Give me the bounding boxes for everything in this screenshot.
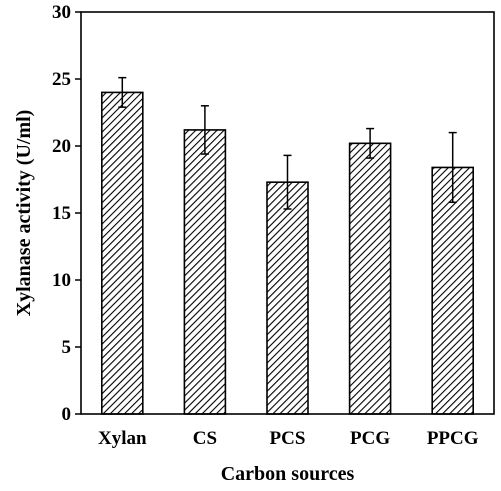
error-bar-ppcg — [448, 131, 457, 204]
y-tick-label: 5 — [62, 337, 72, 358]
error-bar-xylan — [118, 76, 127, 108]
bar-cs — [183, 129, 227, 415]
y-tick-label: 0 — [62, 404, 72, 425]
bar-xylan — [101, 91, 144, 415]
y-tick-label: 30 — [52, 2, 71, 23]
y-tick-label: 25 — [52, 69, 71, 90]
plot-area — [80, 11, 495, 415]
x-tick-label-xylan: Xylan — [98, 428, 147, 449]
x-tick-label-cs: CS — [193, 428, 217, 449]
error-bar-pcs — [283, 154, 292, 210]
bar-ppcg — [431, 166, 475, 415]
x-tick-label-ppcg: PPCG — [427, 428, 479, 449]
bar-pcg — [348, 142, 392, 415]
error-bar-cs — [200, 105, 209, 155]
y-tick-label: 15 — [52, 203, 71, 224]
error-bar-pcg — [366, 127, 375, 159]
x-axis-title: Carbon sources — [221, 463, 355, 485]
bar-pcs — [266, 181, 309, 415]
x-axis-ticks: Xylan CS PCS PCG PPCG — [98, 428, 479, 449]
y-axis-ticks: 0 5 10 15 20 25 30 — [52, 2, 81, 425]
x-tick-label-pcs: PCS — [270, 428, 306, 449]
x-tick-label-pcg: PCG — [350, 428, 390, 449]
y-tick-label: 10 — [52, 270, 71, 291]
y-axis-title: Xylanase activity (U/ml) — [13, 110, 35, 317]
y-tick-label: 20 — [52, 136, 71, 157]
